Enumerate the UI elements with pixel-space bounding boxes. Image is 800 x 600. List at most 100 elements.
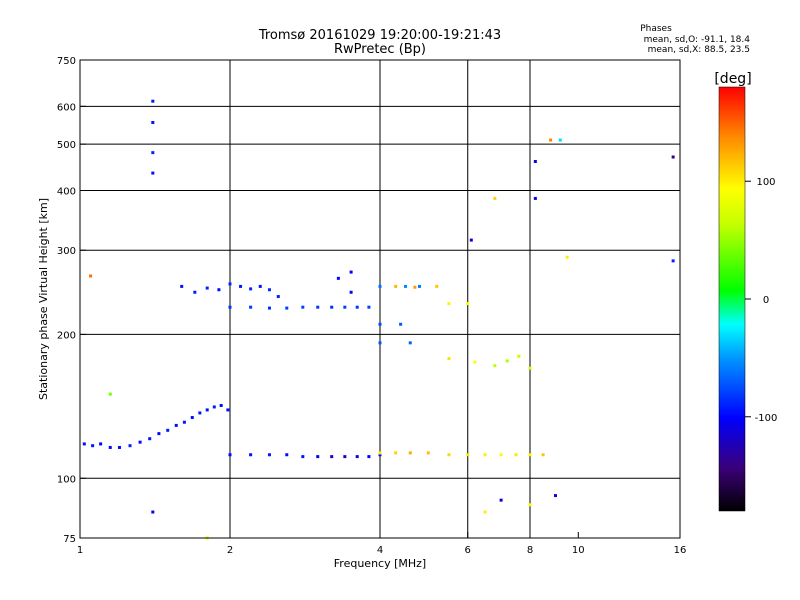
echo-point: [671, 155, 675, 159]
echo-point: [483, 453, 487, 457]
echo-point: [447, 302, 451, 306]
y-axis-label: Stationary phase Virtual Height [km]: [37, 198, 50, 400]
x-tick-label: 8: [527, 545, 533, 556]
chart-title: Tromsø 20161029 19:20:00-19:21:43: [258, 28, 501, 43]
echo-point: [435, 284, 439, 288]
echo-point: [148, 437, 152, 441]
x-axis-ticks: 1 2 4 6 8 10 16: [77, 532, 687, 556]
echo-point: [226, 408, 230, 412]
echo-point: [349, 290, 353, 294]
echo-point: [239, 284, 243, 288]
echo-point: [367, 305, 371, 309]
echo-point: [378, 284, 382, 288]
echo-point: [408, 451, 412, 455]
echo-point: [417, 284, 421, 288]
echo-point: [276, 295, 280, 299]
echo-point: [228, 453, 232, 457]
echo-point: [267, 306, 271, 310]
echo-point: [394, 284, 398, 288]
colorbar-label: [deg]: [714, 71, 751, 87]
echo-point: [517, 354, 521, 358]
echo-point: [493, 196, 497, 200]
echo-point: [355, 305, 359, 309]
echo-point: [316, 305, 320, 309]
echo-point: [99, 442, 103, 446]
echo-point: [408, 341, 412, 345]
y-tick-label: 750: [57, 56, 76, 67]
chart-subtitle: RwPretec (Bp): [334, 42, 426, 57]
echo-point: [378, 322, 382, 326]
echo-point: [249, 453, 253, 457]
echo-point: [182, 420, 186, 424]
echo-point: [466, 453, 470, 457]
x-axis-label: Frequency [MHz]: [334, 557, 426, 570]
echo-point: [267, 288, 271, 292]
echo-point: [355, 455, 359, 459]
echo-point: [285, 306, 289, 310]
echo-point: [151, 121, 155, 125]
echo-point: [447, 453, 451, 457]
echo-point: [499, 498, 503, 502]
echo-point: [205, 286, 209, 290]
colorbar-ticks: 100 0 -100: [745, 177, 777, 424]
echo-point: [378, 451, 382, 455]
echo-point: [166, 428, 170, 432]
echo-point: [219, 403, 223, 407]
echo-point: [469, 238, 473, 242]
echo-point: [205, 408, 209, 412]
echo-point: [499, 453, 503, 457]
y-tick-label: 600: [57, 102, 76, 113]
echo-point: [514, 453, 518, 457]
echo-point: [249, 305, 253, 309]
echo-point: [228, 282, 232, 286]
echo-point: [151, 151, 155, 155]
echo-point: [330, 305, 334, 309]
echo-point: [483, 510, 487, 514]
grid-lines: [80, 60, 680, 538]
echo-point: [198, 411, 202, 415]
y-tick-label: 300: [57, 246, 76, 257]
echo-point: [151, 99, 155, 103]
echo-point: [378, 341, 382, 345]
echo-point: [343, 455, 347, 459]
echo-point: [394, 451, 398, 455]
echo-point: [174, 423, 178, 427]
phase-stats-heading: Phases: [640, 24, 672, 34]
phase-stats-x: mean, sd,X: 88.5, 23.5: [648, 45, 750, 55]
echo-point: [399, 322, 403, 326]
colorbar: [718, 86, 746, 512]
echo-point: [426, 451, 430, 455]
echo-point: [138, 440, 142, 444]
echo-point: [180, 284, 184, 288]
echo-point: [413, 285, 417, 289]
echo-point: [473, 360, 477, 364]
echo-point: [316, 455, 320, 459]
x-tick-label: 16: [674, 545, 687, 556]
echo-point: [378, 453, 382, 457]
echo-point: [528, 453, 532, 457]
echo-point: [128, 444, 132, 448]
colorbar-tick-label: 0: [763, 295, 769, 306]
echo-point: [447, 357, 451, 361]
colorbar-tick-label: -100: [755, 413, 778, 424]
y-axis-ticks: 75 100 200 300 400 500 600 750: [57, 56, 86, 545]
echo-point: [157, 432, 161, 436]
x-tick-label: 1: [77, 545, 83, 556]
echo-point: [549, 138, 553, 142]
echo-point: [301, 305, 305, 309]
echo-point: [541, 453, 545, 457]
echo-point: [528, 503, 532, 507]
echo-point: [217, 288, 221, 292]
y-tick-label: 200: [57, 330, 76, 341]
x-tick-label: 4: [377, 545, 383, 556]
echo-point: [330, 455, 334, 459]
echo-point: [151, 510, 155, 514]
echo-point: [505, 359, 509, 363]
echo-point: [212, 405, 216, 409]
echo-point: [565, 255, 569, 259]
echo-point: [91, 444, 95, 448]
echo-point: [89, 274, 93, 278]
echo-point: [558, 138, 562, 142]
echo-point: [108, 445, 112, 449]
echo-point: [249, 287, 253, 291]
